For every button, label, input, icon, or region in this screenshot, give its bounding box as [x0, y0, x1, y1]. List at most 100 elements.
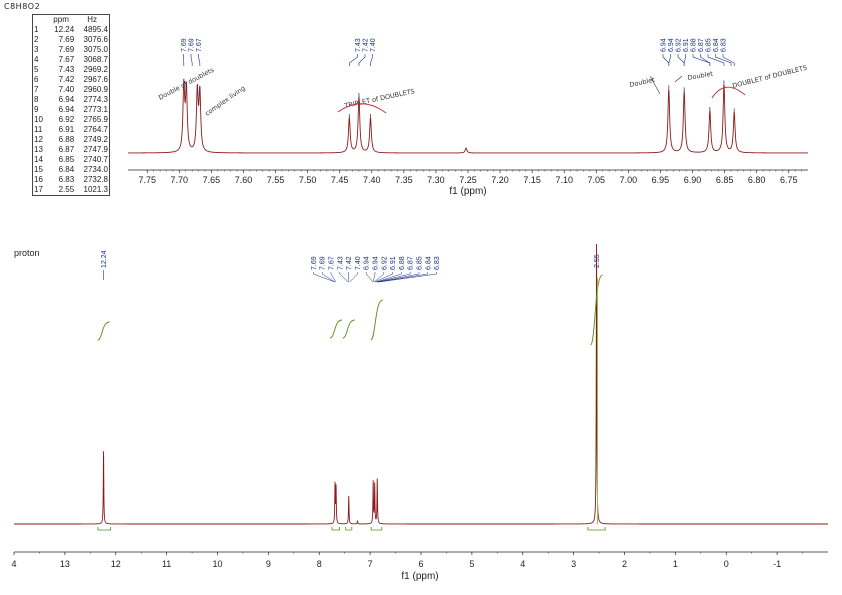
peak-table-row: 8 6.94 2774.3 — [33, 95, 109, 105]
peak-table-cell-n: 12 — [34, 135, 43, 144]
full-peak-label-connector — [377, 272, 420, 283]
peak-table-row: 6 7.42 2967.6 — [33, 75, 109, 85]
peak-table-cell-ppm: 7.42 — [58, 75, 75, 84]
zoom-peak-label: 7.67 — [196, 38, 203, 52]
doublet-pointer-mark — [649, 75, 661, 95]
full-peak-label: 6.91 — [390, 256, 397, 270]
integration-bracket — [97, 527, 112, 531]
full-tick-label: 4 — [11, 559, 16, 569]
full-peak-label: 7.69 — [320, 256, 327, 270]
full-peak-label-connector — [365, 272, 374, 283]
full-peak-label: 7.40 — [355, 256, 362, 270]
zoom-peak-label-connector — [190, 54, 193, 66]
peak-table-cell-n: 14 — [34, 155, 43, 164]
spectrum-title: proton — [14, 248, 40, 258]
full-peak-label: 6.88 — [399, 256, 406, 270]
zoom-peak-label-connector — [370, 54, 373, 66]
full-peak-label-connector — [349, 272, 358, 283]
peak-table-header-hz: Hz — [87, 15, 97, 24]
peak-table-cell-hz: 2765.9 — [83, 115, 108, 124]
peak-table-body: 1 12.24 4895.4 2 7.69 3076.6 3 7.69 3075.0 4 7.67 3… — [33, 25, 109, 195]
zoom-tick-label: 6.95 — [652, 175, 670, 185]
peak-table: ppm Hz 1 12.24 4895.4 2 7.69 3076.6 3 7.69 3075.… — [32, 14, 110, 196]
peak-table-header-ppm: ppm — [53, 15, 69, 24]
full-peak-label: 6.94 — [364, 256, 371, 270]
zoom-peak-label: 6.92 — [676, 38, 683, 52]
zoom-peak-label-connector — [198, 54, 201, 66]
peak-table-cell-hz: 3075.0 — [83, 45, 108, 54]
full-x-axis-label: f1 (ppm) — [401, 571, 438, 582]
peak-table-cell-n: 7 — [34, 85, 39, 94]
zoom-peak-label: 6.88 — [691, 38, 698, 52]
full-spectrum-chart: 4 13 12 11 10 9 8 7 6 5 4 3 2 1 0 -1f1 (ppm)12.24 7.69 7.… — [11, 243, 828, 582]
peak-table-cell-n: 5 — [34, 65, 39, 74]
peak-table-cell-n: 2 — [34, 35, 39, 44]
peak-table-cell-hz: 2747.9 — [83, 145, 108, 154]
peak-table-cell-ppm: 7.69 — [58, 45, 75, 54]
zoom-peak-label-connector — [722, 54, 735, 66]
full-peak-label: 6.83 — [434, 256, 441, 270]
zoom-peak-label: 6.84 — [713, 38, 720, 52]
peak-table-cell-ppm: 7.43 — [58, 65, 75, 74]
peak-table-row: 3 7.69 3075.0 — [33, 45, 109, 55]
full-peak-label: 2.55 — [594, 254, 601, 268]
zoom-tick-label: 7.25 — [459, 175, 477, 185]
zoom-tick-label: 6.85 — [716, 175, 734, 185]
peak-table-cell-n: 3 — [34, 45, 39, 54]
zoom-tick-label: 7.70 — [171, 175, 189, 185]
zoom-tick-label: 6.80 — [748, 175, 766, 185]
full-peak-label: 7.69 — [311, 256, 318, 270]
full-peak-label: 7.42 — [346, 256, 353, 270]
full-peak-label-connector — [313, 272, 336, 283]
peak-table-cell-ppm: 6.94 — [58, 105, 75, 114]
zoom-tick-label: 7.35 — [395, 175, 413, 185]
triplet-arc-mark — [337, 103, 387, 114]
zoom-peak-label-connector — [707, 54, 725, 66]
full-peak-label-connector — [374, 272, 385, 283]
zoom-tick-label: 7.60 — [235, 175, 253, 185]
peak-table-cell-ppm: 7.40 — [58, 85, 75, 94]
peak-table-cell-hz: 1021.3 — [83, 185, 108, 194]
zoom-peak-label: 6.94 — [668, 38, 675, 52]
zoom-tick-label: 7.55 — [267, 175, 285, 185]
zoom-tick-label: 7.10 — [555, 175, 573, 185]
full-tick-label: -1 — [773, 559, 781, 569]
zoom-peak-label: 6.91 — [683, 38, 690, 52]
integral-curve — [590, 274, 603, 346]
peak-table-cell-hz: 2740.7 — [83, 155, 108, 164]
zoom-peak-label: 6.85 — [706, 38, 713, 52]
zoom-tick-label: 7.45 — [331, 175, 349, 185]
zoom-x-axis-label: f1 (ppm) — [449, 186, 486, 197]
peak-table-cell-n: 4 — [34, 55, 39, 64]
zoom-peak-label-connector — [349, 54, 358, 66]
peak-table-row: 10 6.92 2765.9 — [33, 115, 109, 125]
peak-table-cell-hz: 3068.7 — [83, 55, 108, 64]
full-peak-label-connector — [376, 272, 411, 283]
full-peak-label: 12.24 — [101, 250, 108, 268]
full-tick-label: 11 — [162, 559, 171, 569]
peak-table-row: 5 7.43 2969.2 — [33, 65, 109, 75]
peak-table-cell-ppm: 12.24 — [54, 25, 75, 34]
full-peak-label: 6.85 — [417, 256, 424, 270]
peak-table-cell-hz: 4895.4 — [83, 25, 108, 34]
peak-table-cell-n: 10 — [34, 115, 43, 124]
peak-table-cell-hz: 2773.1 — [83, 105, 108, 114]
zoom-peak-label-connector — [715, 54, 732, 66]
zoom-peak-label-connector — [692, 54, 711, 66]
zoom-peak-label: 6.94 — [661, 38, 668, 52]
peak-table-row: 17 2.55 1021.3 — [33, 185, 109, 195]
peak-table-row: 15 6.84 2734.0 — [33, 165, 109, 175]
integral-curve — [329, 319, 343, 339]
full-tick-label: 5 — [469, 559, 474, 569]
zoom-peak-label: 6.87 — [698, 38, 705, 52]
peak-table-row: 7 7.40 2960.9 — [33, 85, 109, 95]
zoom-tick-label: 7.00 — [620, 175, 638, 185]
zoom-tick-label: 6.90 — [684, 175, 702, 185]
peak-table-row: 2 7.69 3076.6 — [33, 35, 109, 45]
full-peak-label-connector — [321, 272, 336, 283]
full-peak-label-connector — [330, 272, 337, 283]
full-peak-label-connector — [378, 272, 437, 283]
full-tick-label: 12 — [111, 559, 121, 569]
peak-table-cell-ppm: 7.67 — [58, 55, 75, 64]
